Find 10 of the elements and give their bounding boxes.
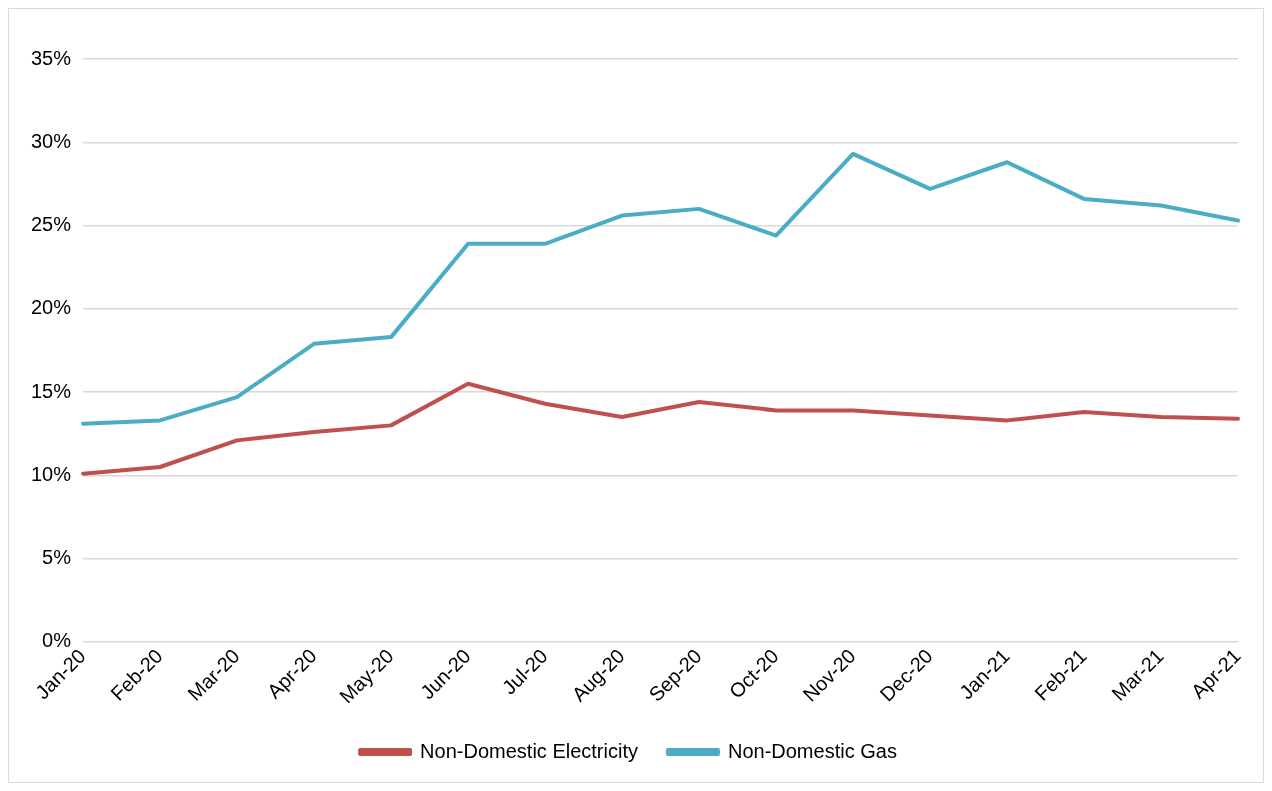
y-tick-label: 20% [31, 296, 72, 319]
y-tick-label: 15% [31, 379, 72, 402]
y-tick-label: 30% [31, 129, 72, 152]
legend-label: Non-Domestic Electricity [420, 739, 638, 762]
y-tick-label: 35% [31, 46, 72, 69]
y-tick-label: 0% [42, 629, 72, 652]
y-tick-label: 10% [31, 462, 72, 485]
y-tick-label: 5% [42, 546, 72, 569]
y-tick-label: 25% [31, 213, 72, 236]
legend-label: Non-Domestic Gas [727, 739, 897, 762]
